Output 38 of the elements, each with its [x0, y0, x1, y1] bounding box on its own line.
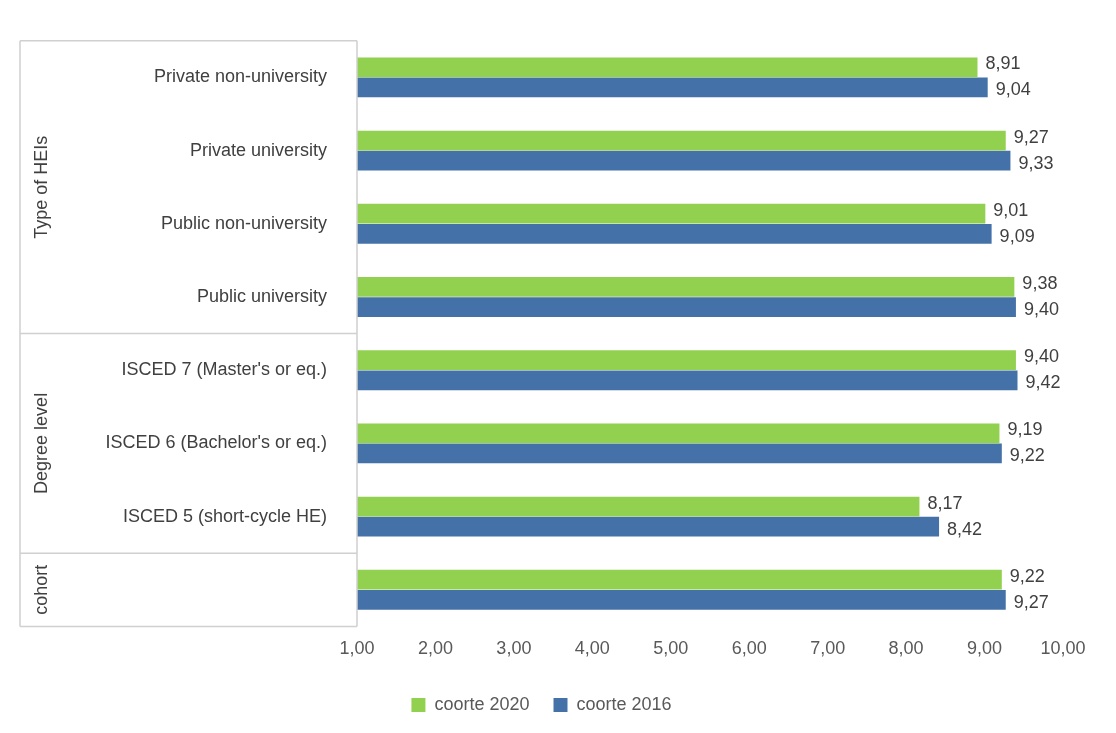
x-tick-label: 5,00 — [653, 638, 689, 659]
data-label: 8,91 — [985, 53, 1021, 74]
y-tick-label: ISCED 5 (short-cycle HE) — [122, 505, 327, 526]
text: cohort — [30, 564, 51, 615]
x-tick-label: 1,00 — [339, 638, 375, 659]
x-tick-label: 8,00 — [888, 638, 924, 659]
y-tick-label: Public non-university — [160, 212, 327, 233]
x-tick-label: 7,00 — [810, 638, 846, 659]
data-label: 9,22 — [1009, 445, 1045, 466]
x-tick-label: 2,00 — [417, 638, 453, 659]
y-tick-label: Private non-university — [153, 66, 327, 87]
data-label: 8,17 — [927, 492, 963, 513]
data-label: 9,22 — [1009, 565, 1045, 586]
data-label: 9,01 — [993, 199, 1029, 220]
data-label: 9,42 — [1025, 372, 1061, 393]
data-label: 8,42 — [947, 518, 983, 539]
legend-label: coorte 2020 — [434, 693, 530, 714]
y-tick-label: ISCED 6 (Bachelor's or eq.) — [105, 432, 327, 453]
x-tick-label: 3,00 — [496, 638, 532, 659]
data-label: 9,27 — [1013, 126, 1049, 147]
data-label: 9,09 — [999, 225, 1035, 246]
x-tick-label: 6,00 — [731, 638, 767, 659]
x-tick-label: 10,00 — [1040, 638, 1086, 659]
data-label: 9,19 — [1007, 419, 1043, 440]
text: Degree level — [30, 392, 51, 494]
data-label: 9,40 — [1023, 346, 1059, 367]
data-label: 9,33 — [1018, 152, 1054, 173]
x-tick-label: 4,00 — [574, 638, 610, 659]
text: Type of HEIs — [30, 135, 51, 239]
data-label: 9,04 — [995, 79, 1031, 100]
y-tick-label: ISCED 7 (Master's or eq.) — [121, 359, 327, 380]
data-label: 9,40 — [1023, 299, 1059, 320]
x-tick-label: 9,00 — [967, 638, 1003, 659]
y-tick-label: Public university — [196, 285, 327, 306]
data-label: 9,27 — [1013, 591, 1049, 612]
y-tick-label: Private university — [189, 139, 327, 160]
legend-label: coorte 2016 — [576, 693, 672, 714]
data-label: 9,38 — [1022, 272, 1058, 293]
